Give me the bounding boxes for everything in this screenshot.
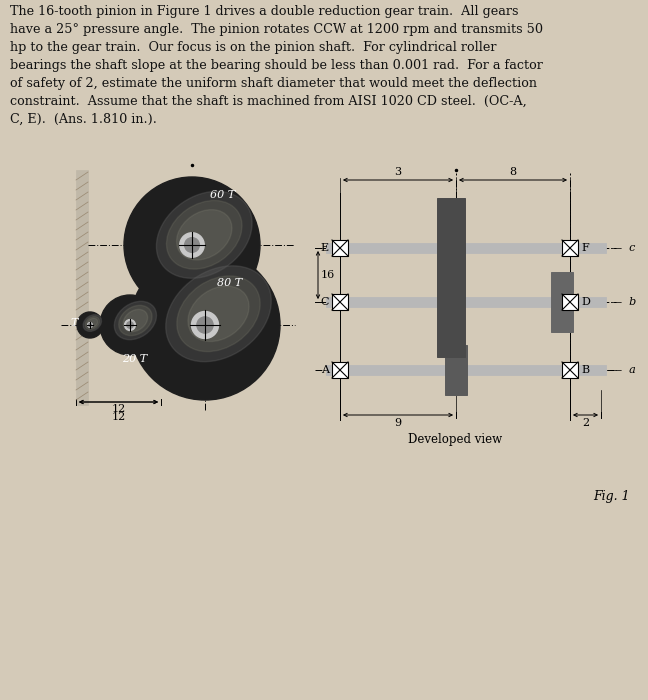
Text: C: C xyxy=(321,297,329,307)
Ellipse shape xyxy=(119,305,152,335)
Text: Developed view: Developed view xyxy=(408,433,502,446)
Bar xyxy=(326,243,606,253)
Bar xyxy=(76,170,88,405)
Bar xyxy=(332,240,348,256)
Circle shape xyxy=(130,250,280,400)
Ellipse shape xyxy=(176,210,232,260)
Text: 8: 8 xyxy=(509,167,516,177)
Text: —  b: — b xyxy=(611,297,636,307)
Ellipse shape xyxy=(85,316,100,330)
Circle shape xyxy=(127,322,133,328)
Text: Fig. 1: Fig. 1 xyxy=(594,490,630,503)
Bar xyxy=(326,365,606,375)
Text: 60 T: 60 T xyxy=(210,190,235,200)
Circle shape xyxy=(185,238,200,252)
Ellipse shape xyxy=(167,200,242,269)
Text: 12: 12 xyxy=(111,404,126,414)
Text: 16: 16 xyxy=(321,270,335,280)
Ellipse shape xyxy=(156,191,252,278)
Text: 20 T: 20 T xyxy=(122,354,147,364)
Text: 3: 3 xyxy=(395,167,402,177)
Bar xyxy=(326,297,606,307)
Ellipse shape xyxy=(123,309,148,332)
Bar xyxy=(332,294,348,310)
Bar xyxy=(562,240,578,256)
Text: B: B xyxy=(581,365,589,375)
Circle shape xyxy=(192,312,218,339)
Bar xyxy=(551,272,573,332)
Circle shape xyxy=(124,320,135,330)
Circle shape xyxy=(100,295,160,355)
Ellipse shape xyxy=(114,301,157,340)
Bar xyxy=(562,362,578,378)
Bar xyxy=(562,294,578,310)
Text: —  c: — c xyxy=(611,243,636,253)
Text: F: F xyxy=(581,243,589,253)
Text: 80 T: 80 T xyxy=(217,278,242,288)
Ellipse shape xyxy=(166,266,272,362)
Text: A: A xyxy=(321,365,329,375)
Ellipse shape xyxy=(83,315,102,331)
Text: —  a: — a xyxy=(611,365,636,375)
Text: E: E xyxy=(321,243,329,253)
Bar xyxy=(437,198,465,298)
Circle shape xyxy=(87,323,93,328)
Text: 2: 2 xyxy=(582,418,589,428)
Text: D: D xyxy=(581,297,590,307)
Bar xyxy=(76,170,88,405)
Text: T: T xyxy=(70,318,77,328)
Ellipse shape xyxy=(188,286,249,342)
Circle shape xyxy=(77,312,103,338)
Circle shape xyxy=(179,233,204,257)
Text: 9: 9 xyxy=(395,418,402,428)
Ellipse shape xyxy=(87,318,98,328)
Text: 12: 12 xyxy=(111,412,126,422)
Circle shape xyxy=(124,177,260,313)
Ellipse shape xyxy=(177,276,260,351)
Bar xyxy=(332,362,348,378)
Circle shape xyxy=(89,323,91,326)
Bar xyxy=(445,345,467,395)
Text: The 16-tooth pinion in Figure 1 drives a double reduction gear train.  All gears: The 16-tooth pinion in Figure 1 drives a… xyxy=(10,5,543,126)
Bar xyxy=(437,247,465,357)
Circle shape xyxy=(197,317,213,333)
